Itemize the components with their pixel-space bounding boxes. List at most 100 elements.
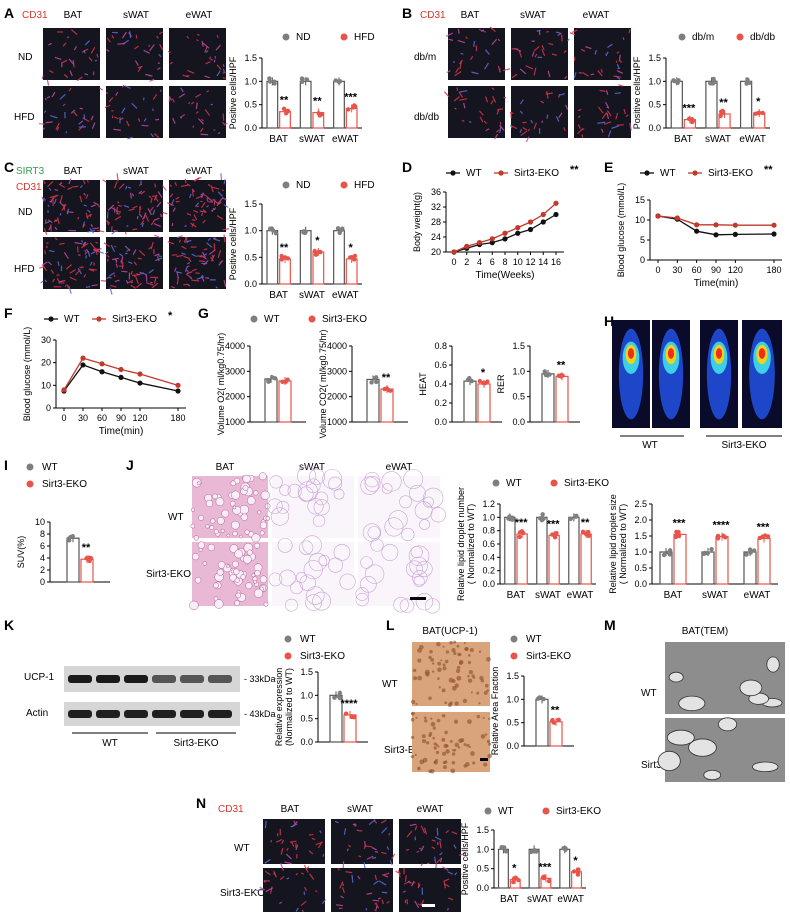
vessel-mark xyxy=(578,72,582,74)
data-point xyxy=(465,377,471,383)
droplet-mark xyxy=(234,600,241,606)
stain-mark xyxy=(440,659,443,662)
adipocyte-mark xyxy=(307,498,324,515)
vessel-mark xyxy=(134,60,139,66)
stain-mark xyxy=(456,675,462,681)
vessel-mark xyxy=(495,129,500,133)
vessel-mark xyxy=(43,227,48,235)
vessel-mark xyxy=(461,119,465,123)
row-label: Sirt3-EKO xyxy=(384,745,429,756)
significance-label: *** xyxy=(547,518,561,530)
micrograph-bg xyxy=(169,28,226,80)
series-line-WT xyxy=(657,215,775,236)
y-tick-label: 0.2 xyxy=(482,566,495,576)
data-point xyxy=(343,711,349,716)
data-point xyxy=(499,845,504,851)
x-tick-label: 12 xyxy=(525,257,535,267)
legend-label: HFD xyxy=(354,32,375,43)
legend-label: WT xyxy=(498,806,514,817)
droplet-mark xyxy=(239,534,243,539)
legend-marker xyxy=(450,170,456,176)
bar-WT xyxy=(463,380,477,423)
y-tick-label: 1.0 xyxy=(244,226,257,236)
series-point xyxy=(99,361,105,367)
vessel-mark xyxy=(145,214,150,222)
droplet-mark xyxy=(205,499,214,508)
vessel-mark xyxy=(200,133,209,136)
vessel-mark xyxy=(222,228,230,231)
vessel-mark xyxy=(195,272,200,275)
vessel-mark xyxy=(129,192,132,199)
y-axis-K: 0.0 0.5 1.0 1.5 xyxy=(300,667,319,747)
legend-marker xyxy=(542,807,550,815)
data-point xyxy=(666,550,671,555)
data-point xyxy=(348,255,353,260)
vessel-mark xyxy=(75,269,81,276)
vessel-mark xyxy=(48,42,52,46)
x-tick-label: 4 xyxy=(477,257,482,267)
significance-label: * xyxy=(349,242,354,254)
series-point xyxy=(118,366,124,373)
stain-mark xyxy=(468,670,474,675)
vessel-mark xyxy=(55,122,60,130)
vessel-mark xyxy=(439,840,442,849)
legend-marker xyxy=(48,316,54,322)
vessel-mark xyxy=(184,265,188,273)
stain-mark xyxy=(417,675,422,681)
data-point xyxy=(270,375,275,380)
y-axis-G4: 0.0 0.5 1.0 1.5 xyxy=(512,341,531,427)
stain-mark xyxy=(437,667,442,673)
x-axis-label: Time(min) xyxy=(694,278,739,289)
data-point xyxy=(532,849,537,854)
data-point xyxy=(701,551,707,557)
vessel-mark xyxy=(54,188,59,191)
vessel-mark xyxy=(132,274,140,277)
droplet-mark xyxy=(214,599,224,609)
vessel-mark xyxy=(205,50,209,53)
vessel-mark xyxy=(139,271,147,276)
bar-chart-B: *** BAT ** sWAT * eWAT Positive cells/HPF xyxy=(632,56,770,145)
vessel-mark xyxy=(186,283,191,287)
vessel-mark xyxy=(113,207,116,213)
vessel-mark xyxy=(522,126,528,131)
series-point xyxy=(489,236,495,242)
row-label: WT xyxy=(382,679,398,690)
vessel-mark xyxy=(40,280,44,284)
data-point xyxy=(554,530,559,536)
series-line-Sirt3-EKO xyxy=(63,357,179,391)
vessel-mark xyxy=(407,880,412,884)
droplet-mark xyxy=(234,549,244,559)
vessel-mark xyxy=(206,197,209,203)
panel-letter: F xyxy=(4,305,13,321)
vessel-mark xyxy=(113,274,116,277)
series-point xyxy=(61,387,67,393)
vessel-mark xyxy=(79,184,83,189)
vessel-mark xyxy=(453,60,455,64)
vessel-mark xyxy=(453,844,457,849)
bar-Sirt3-EKO xyxy=(673,533,687,585)
stain-mark xyxy=(468,654,471,657)
vessel-mark xyxy=(555,31,561,34)
vessel-mark xyxy=(322,853,325,857)
vessel-mark xyxy=(519,99,524,105)
stain-mark xyxy=(451,760,456,765)
stain-mark xyxy=(428,731,433,736)
bar-chart-J2: *** BAT **** sWAT *** eWAT Relative lipid drop… xyxy=(608,494,778,601)
vessel-mark xyxy=(366,892,373,895)
vessel-mark xyxy=(84,73,89,76)
adipocyte-mark xyxy=(279,569,296,587)
vessel-mark xyxy=(67,186,73,190)
vessel-mark xyxy=(212,207,216,211)
y-tick-label: 0.5 xyxy=(476,864,489,874)
vessel-mark xyxy=(420,863,424,867)
vessel-mark xyxy=(112,257,119,261)
vessel-mark xyxy=(479,110,484,116)
vessel-mark xyxy=(105,91,109,95)
droplet-mark xyxy=(232,505,237,510)
stain-mark xyxy=(424,669,430,675)
vessel-mark xyxy=(89,213,92,217)
kda-label: - 33kDa xyxy=(244,674,276,684)
y-tick-label: 0.0 xyxy=(244,279,257,289)
stain-mark xyxy=(470,691,473,694)
vessel-mark xyxy=(150,241,154,250)
